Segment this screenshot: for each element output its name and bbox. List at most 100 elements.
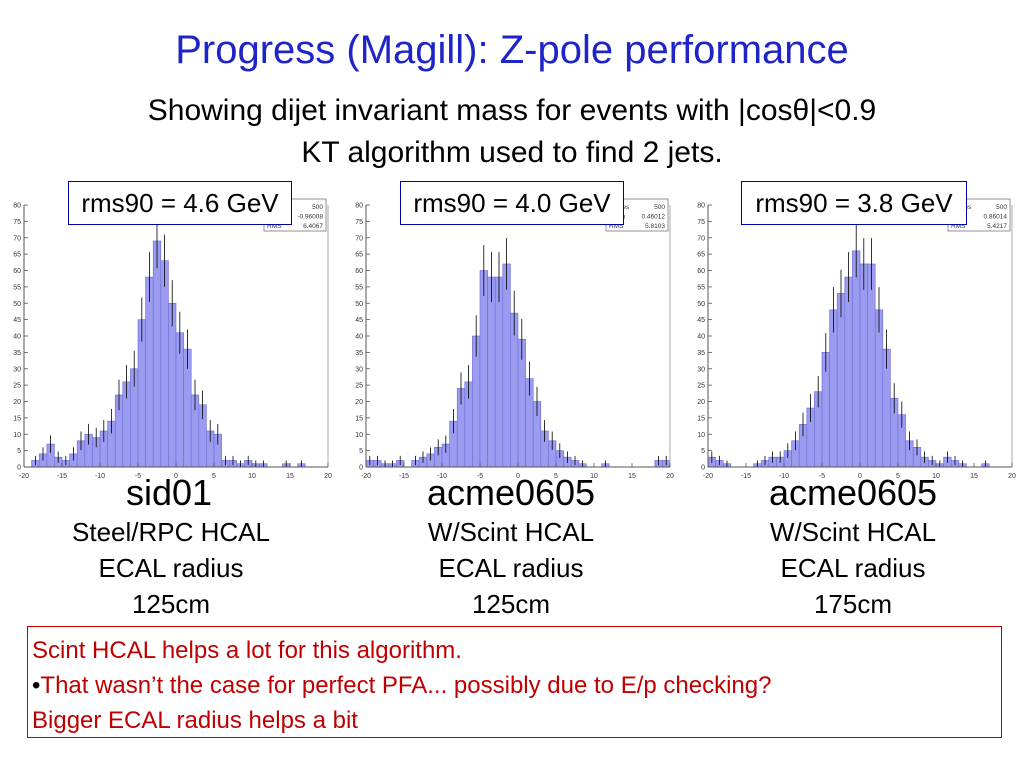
y-tick-label: 0 <box>17 465 21 472</box>
hcal-type: W/Scint HCAL <box>427 517 595 547</box>
y-tick-label: 15 <box>355 415 363 422</box>
y-tick-label: 0 <box>701 465 705 472</box>
y-tick-label: 40 <box>355 334 363 341</box>
stats-value: 500 <box>654 204 665 211</box>
y-tick-label: 25 <box>355 383 363 390</box>
y-tick-label: 15 <box>13 415 21 422</box>
histogram-bar <box>859 263 868 468</box>
histogram-bar <box>168 302 177 468</box>
y-tick-label: 30 <box>355 366 363 373</box>
y-tick-label: 30 <box>13 366 21 373</box>
bullet-icon: • <box>32 672 41 699</box>
detector-description-1: Steel/RPC HCAL ECAL radius 125cm <box>6 514 336 622</box>
x-tick-label: -10 <box>95 473 105 480</box>
x-tick-label: -10 <box>437 473 447 480</box>
y-tick-label: 70 <box>13 235 21 242</box>
rms90-label-1: rms90 = 4.6 GeV <box>68 181 292 225</box>
conclusion-line-2-text: That wasn’t the case for perfect PFA... … <box>40 672 772 699</box>
x-tick-label: 0 <box>516 473 520 480</box>
y-tick-label: 20 <box>697 399 705 406</box>
y-tick-label: 65 <box>13 252 21 259</box>
x-tick-label: -20 <box>19 473 29 480</box>
stats-value: 6.4067 <box>303 223 323 230</box>
stats-value: -0.96008 <box>297 214 323 221</box>
y-tick-label: 5 <box>17 448 21 455</box>
histogram-bar <box>145 276 154 468</box>
stats-value: 5.8103 <box>645 223 665 230</box>
histogram-bar <box>479 270 488 468</box>
x-tick-label: -20 <box>361 473 371 480</box>
ecal-radius-value: 175cm <box>813 589 893 619</box>
y-tick-label: 45 <box>355 317 363 324</box>
y-tick-label: 25 <box>697 383 705 390</box>
histogram-bar <box>874 309 884 468</box>
y-tick-label: 55 <box>697 284 705 291</box>
x-tick-label: -20 <box>703 473 713 480</box>
x-tick-label: 15 <box>286 473 294 480</box>
x-tick-label: 20 <box>1008 473 1016 480</box>
x-tick-label: -5 <box>477 473 483 480</box>
detector-description-3: W/Scint HCAL ECAL radius 175cm <box>688 514 1018 622</box>
detector-name-1: sid01 <box>125 472 213 513</box>
x-tick-label: 20 <box>666 473 674 480</box>
y-tick-label: 50 <box>697 301 705 308</box>
y-tick-label: 60 <box>697 268 705 275</box>
slide-title: Progress (Magill): Z-pole performance <box>175 28 849 72</box>
y-tick-label: 80 <box>697 203 705 210</box>
y-tick-label: 20 <box>13 399 21 406</box>
histogram-bar <box>844 276 853 468</box>
y-tick-label: 40 <box>13 334 21 341</box>
histogram-bar <box>494 276 504 468</box>
y-tick-label: 45 <box>697 317 705 324</box>
x-tick-label: 15 <box>628 473 636 480</box>
histogram-bar <box>160 260 169 468</box>
y-tick-label: 70 <box>355 235 363 242</box>
y-tick-label: 10 <box>697 432 705 439</box>
y-tick-label: 50 <box>355 301 363 308</box>
hcal-type: W/Scint HCAL <box>769 517 937 547</box>
y-tick-label: 65 <box>697 252 705 259</box>
x-tick-label: 10 <box>590 473 598 480</box>
stats-value: 500 <box>312 204 323 211</box>
x-tick-label: 15 <box>970 473 978 480</box>
y-tick-label: 35 <box>13 350 21 357</box>
histogram-bar <box>502 263 511 468</box>
y-tick-label: 30 <box>697 366 705 373</box>
y-tick-label: 65 <box>355 252 363 259</box>
y-tick-label: 70 <box>697 235 705 242</box>
conclusions-box: Scint HCAL helps a lot for this algorith… <box>27 626 1002 738</box>
histogram-panel-3: 0 5 10 15 20 25 30 35 40 45 50 55 60 65 70 75 80 -20 -15 -1… <box>686 195 1016 495</box>
stats-label: RMS <box>609 223 624 230</box>
y-tick-label: 40 <box>697 334 705 341</box>
x-tick-label: 5 <box>896 473 900 480</box>
y-tick-label: 55 <box>355 284 363 291</box>
ecal-radius-label: ECAL radius <box>98 553 244 583</box>
histogram-panel-1: 0 5 10 15 20 25 30 35 40 45 50 55 60 65 70 75 80 -20 -15 -1… <box>2 195 332 495</box>
x-tick-label: -5 <box>819 473 825 480</box>
detector-description-2: W/Scint HCAL ECAL radius 125cm <box>346 514 676 622</box>
stats-label: RMS <box>267 223 282 230</box>
ecal-radius-value: 125cm <box>471 589 551 619</box>
x-tick-label: -5 <box>135 473 141 480</box>
y-tick-label: 75 <box>13 219 21 226</box>
detector-name-3: acme0605 <box>768 472 938 513</box>
y-tick-label: 55 <box>13 284 21 291</box>
hcal-type: Steel/RPC HCAL <box>72 517 270 547</box>
x-tick-label: -10 <box>779 473 789 480</box>
x-tick-label: 0 <box>174 473 178 480</box>
histogram-bar <box>836 293 846 468</box>
conclusion-line-1: Scint HCAL helps a lot for this algorith… <box>32 637 462 664</box>
slide-subtitle-line2: KT algorithm used to find 2 jets. <box>301 136 723 169</box>
x-tick-label: 0 <box>858 473 862 480</box>
y-tick-label: 5 <box>701 448 705 455</box>
histogram-bar <box>867 263 876 468</box>
stats-value: 0.46012 <box>642 214 666 221</box>
stats-label: RMS <box>951 223 966 230</box>
ecal-radius-label: ECAL radius <box>438 553 584 583</box>
y-tick-label: 0 <box>359 465 363 472</box>
y-tick-label: 5 <box>359 448 363 455</box>
y-tick-label: 45 <box>13 317 21 324</box>
